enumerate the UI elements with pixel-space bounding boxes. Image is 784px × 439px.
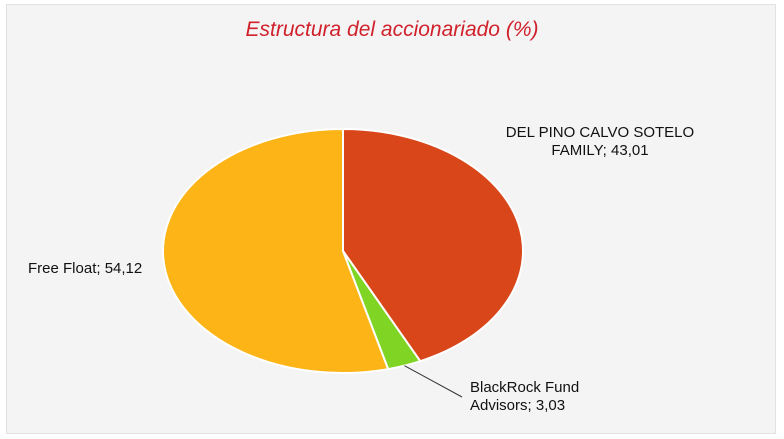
- pie-slice: [342, 127, 524, 363]
- label-value: 54,12: [104, 260, 143, 277]
- slice-label: BlackRock Fund Advisors; 3,03: [470, 379, 640, 415]
- label-category: DEL PINO CALVO SOTELO FAMILY;: [505, 124, 695, 159]
- label-category: Free Float;: [28, 260, 101, 277]
- pie-slice: [162, 127, 390, 374]
- slice-label: DEL PINO CALVO SOTELO FAMILY; 43,01: [480, 124, 720, 160]
- label-value: 43,01: [611, 142, 649, 159]
- slice-label: Free Float; 54,12: [28, 260, 148, 278]
- chart-title: Estructura del accionariado (%): [245, 18, 539, 41]
- label-value: 3,03: [535, 397, 566, 414]
- label-category: BlackRock Fund Advisors;: [470, 379, 580, 414]
- leader-line: [404, 365, 463, 398]
